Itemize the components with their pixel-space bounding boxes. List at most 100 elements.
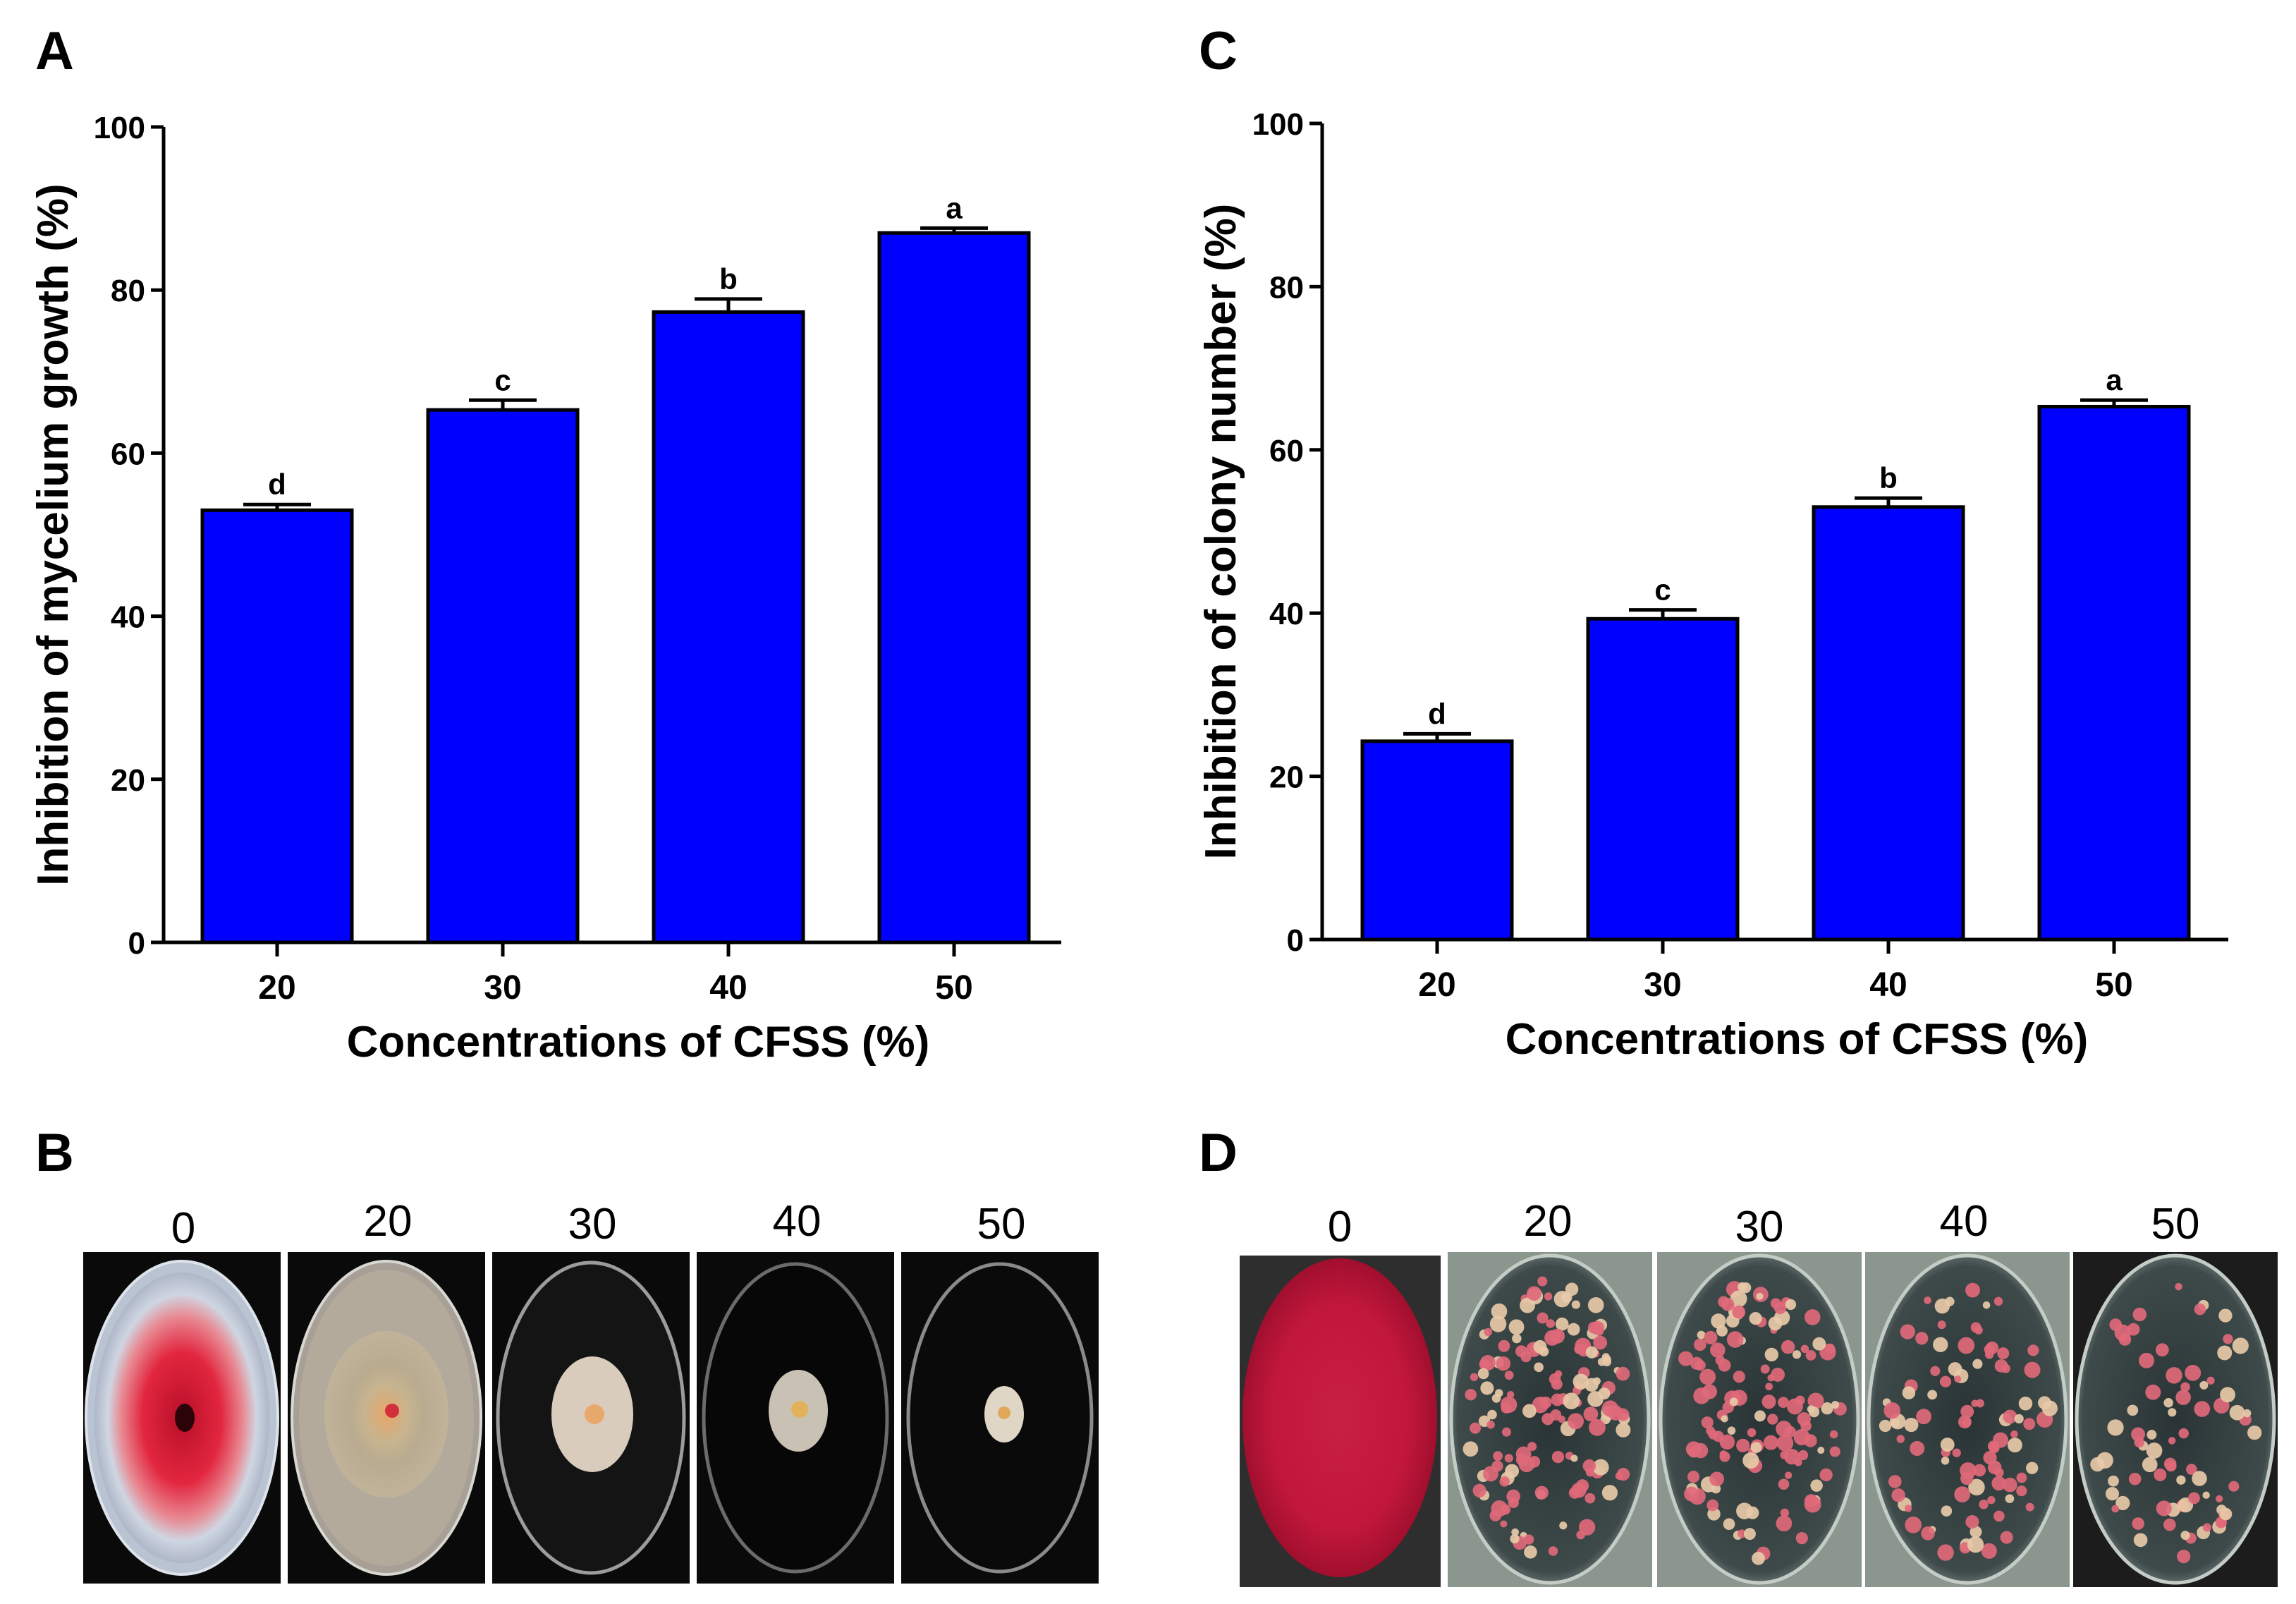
- colony: [1807, 1405, 1815, 1414]
- colony: [1896, 1435, 1905, 1443]
- colony: [1900, 1324, 1915, 1339]
- colony: [1583, 1406, 1599, 1422]
- colony: [2187, 1492, 2200, 1505]
- colony: [2175, 1282, 2182, 1291]
- colony: [1715, 1355, 1726, 1366]
- y-tick-label: 100: [1252, 107, 1304, 142]
- colony: [1582, 1459, 1596, 1473]
- bar: [1360, 739, 1514, 942]
- colony: [1585, 1346, 1598, 1359]
- colony: [1916, 1409, 1931, 1425]
- colony: [2165, 1460, 2177, 1472]
- colony: [1527, 1442, 1537, 1452]
- colony: [1970, 1526, 1982, 1538]
- colony: [1765, 1383, 1773, 1391]
- colony: [1937, 1544, 1954, 1561]
- y-tick-label: 20: [1269, 760, 1304, 795]
- colony: [1924, 1296, 1931, 1304]
- plate-label: 0: [171, 1204, 195, 1253]
- colony: [1487, 1409, 1497, 1420]
- colony: [1498, 1339, 1510, 1352]
- colony: [1891, 1418, 1900, 1428]
- significance-label: b: [719, 262, 738, 296]
- colony: [1754, 1410, 1766, 1422]
- y-axis-title: Inhibition of mycelium growth (%): [29, 183, 78, 885]
- colony: [1982, 1301, 1991, 1309]
- colony: [1965, 1282, 1980, 1298]
- colony: [1921, 1526, 1935, 1541]
- colony: [1576, 1530, 1585, 1540]
- colony: [2127, 1404, 2139, 1416]
- colony: [2194, 1303, 2206, 1316]
- colony: [1952, 1448, 1961, 1457]
- colony: [1812, 1337, 1826, 1351]
- colony: [1486, 1420, 1495, 1429]
- colony: [1697, 1330, 1706, 1339]
- bar: [200, 508, 354, 944]
- colony: [1553, 1290, 1571, 1308]
- colony: [2228, 1481, 2240, 1492]
- significance-label: d: [268, 468, 286, 501]
- colony: [1785, 1471, 1793, 1479]
- colony: [1489, 1316, 1507, 1332]
- plate-photo: [288, 1252, 485, 1584]
- colony: [1616, 1467, 1630, 1481]
- colony: [1584, 1493, 1596, 1504]
- colony: [2217, 1345, 2233, 1361]
- colony: [1563, 1392, 1580, 1410]
- colony: [1829, 1446, 1840, 1457]
- colony: [2111, 1505, 2120, 1513]
- x-tick-label: 30: [484, 969, 521, 1007]
- colony: [1483, 1466, 1498, 1482]
- colony: [2027, 1344, 2039, 1356]
- colony-cluster: [1879, 1282, 2058, 1561]
- panel-letter-a: A: [35, 21, 74, 81]
- plate-label: 40: [773, 1197, 822, 1246]
- colony: [1797, 1450, 1809, 1461]
- colony: [2018, 1397, 2033, 1411]
- plate-photo: [2073, 1252, 2278, 1587]
- colony: [2229, 1404, 2245, 1421]
- colony: [1699, 1368, 1716, 1385]
- y-tick-label: 60: [1269, 434, 1304, 468]
- colony: [1463, 1441, 1479, 1457]
- colony: [2132, 1517, 2144, 1530]
- colony: [1749, 1312, 1762, 1325]
- colony: [1726, 1331, 1744, 1348]
- colony: [1736, 1438, 1750, 1452]
- colony: [1883, 1402, 1900, 1419]
- colony: [1778, 1478, 1790, 1490]
- colony: [1500, 1520, 1508, 1528]
- panel-letter-b: B: [35, 1123, 74, 1183]
- colony: [1508, 1319, 1525, 1335]
- colony: [1991, 1476, 2006, 1491]
- colony: [1711, 1313, 1726, 1329]
- colony: [1904, 1505, 1912, 1512]
- colony: [1785, 1299, 1797, 1311]
- y-tick-label: 0: [1287, 923, 1304, 958]
- colony: [1721, 1415, 1728, 1423]
- colony: [1729, 1397, 1738, 1406]
- colony: [2154, 1468, 2167, 1481]
- colony: [1598, 1387, 1611, 1400]
- colony: [1981, 1543, 1997, 1559]
- plate-photo: [1240, 1256, 1441, 1587]
- colony: [1548, 1546, 1558, 1556]
- colony: [1746, 1506, 1759, 1519]
- colony: [1771, 1367, 1785, 1382]
- colony: [1716, 1325, 1728, 1337]
- colony: [1750, 1442, 1762, 1453]
- colony: [1831, 1401, 1840, 1409]
- colony: [1747, 1428, 1757, 1438]
- colony: [1550, 1409, 1562, 1421]
- colony: [1967, 1536, 1984, 1553]
- colony: [2186, 1464, 2197, 1475]
- colony: [1616, 1422, 1631, 1438]
- colony: [1499, 1476, 1510, 1487]
- colony: [1602, 1357, 1611, 1367]
- plate-label: 20: [364, 1197, 413, 1246]
- significance-label: b: [1879, 461, 1898, 494]
- colony: [2219, 1507, 2233, 1521]
- colony: [2176, 1475, 2186, 1485]
- colony: [2041, 1400, 2058, 1416]
